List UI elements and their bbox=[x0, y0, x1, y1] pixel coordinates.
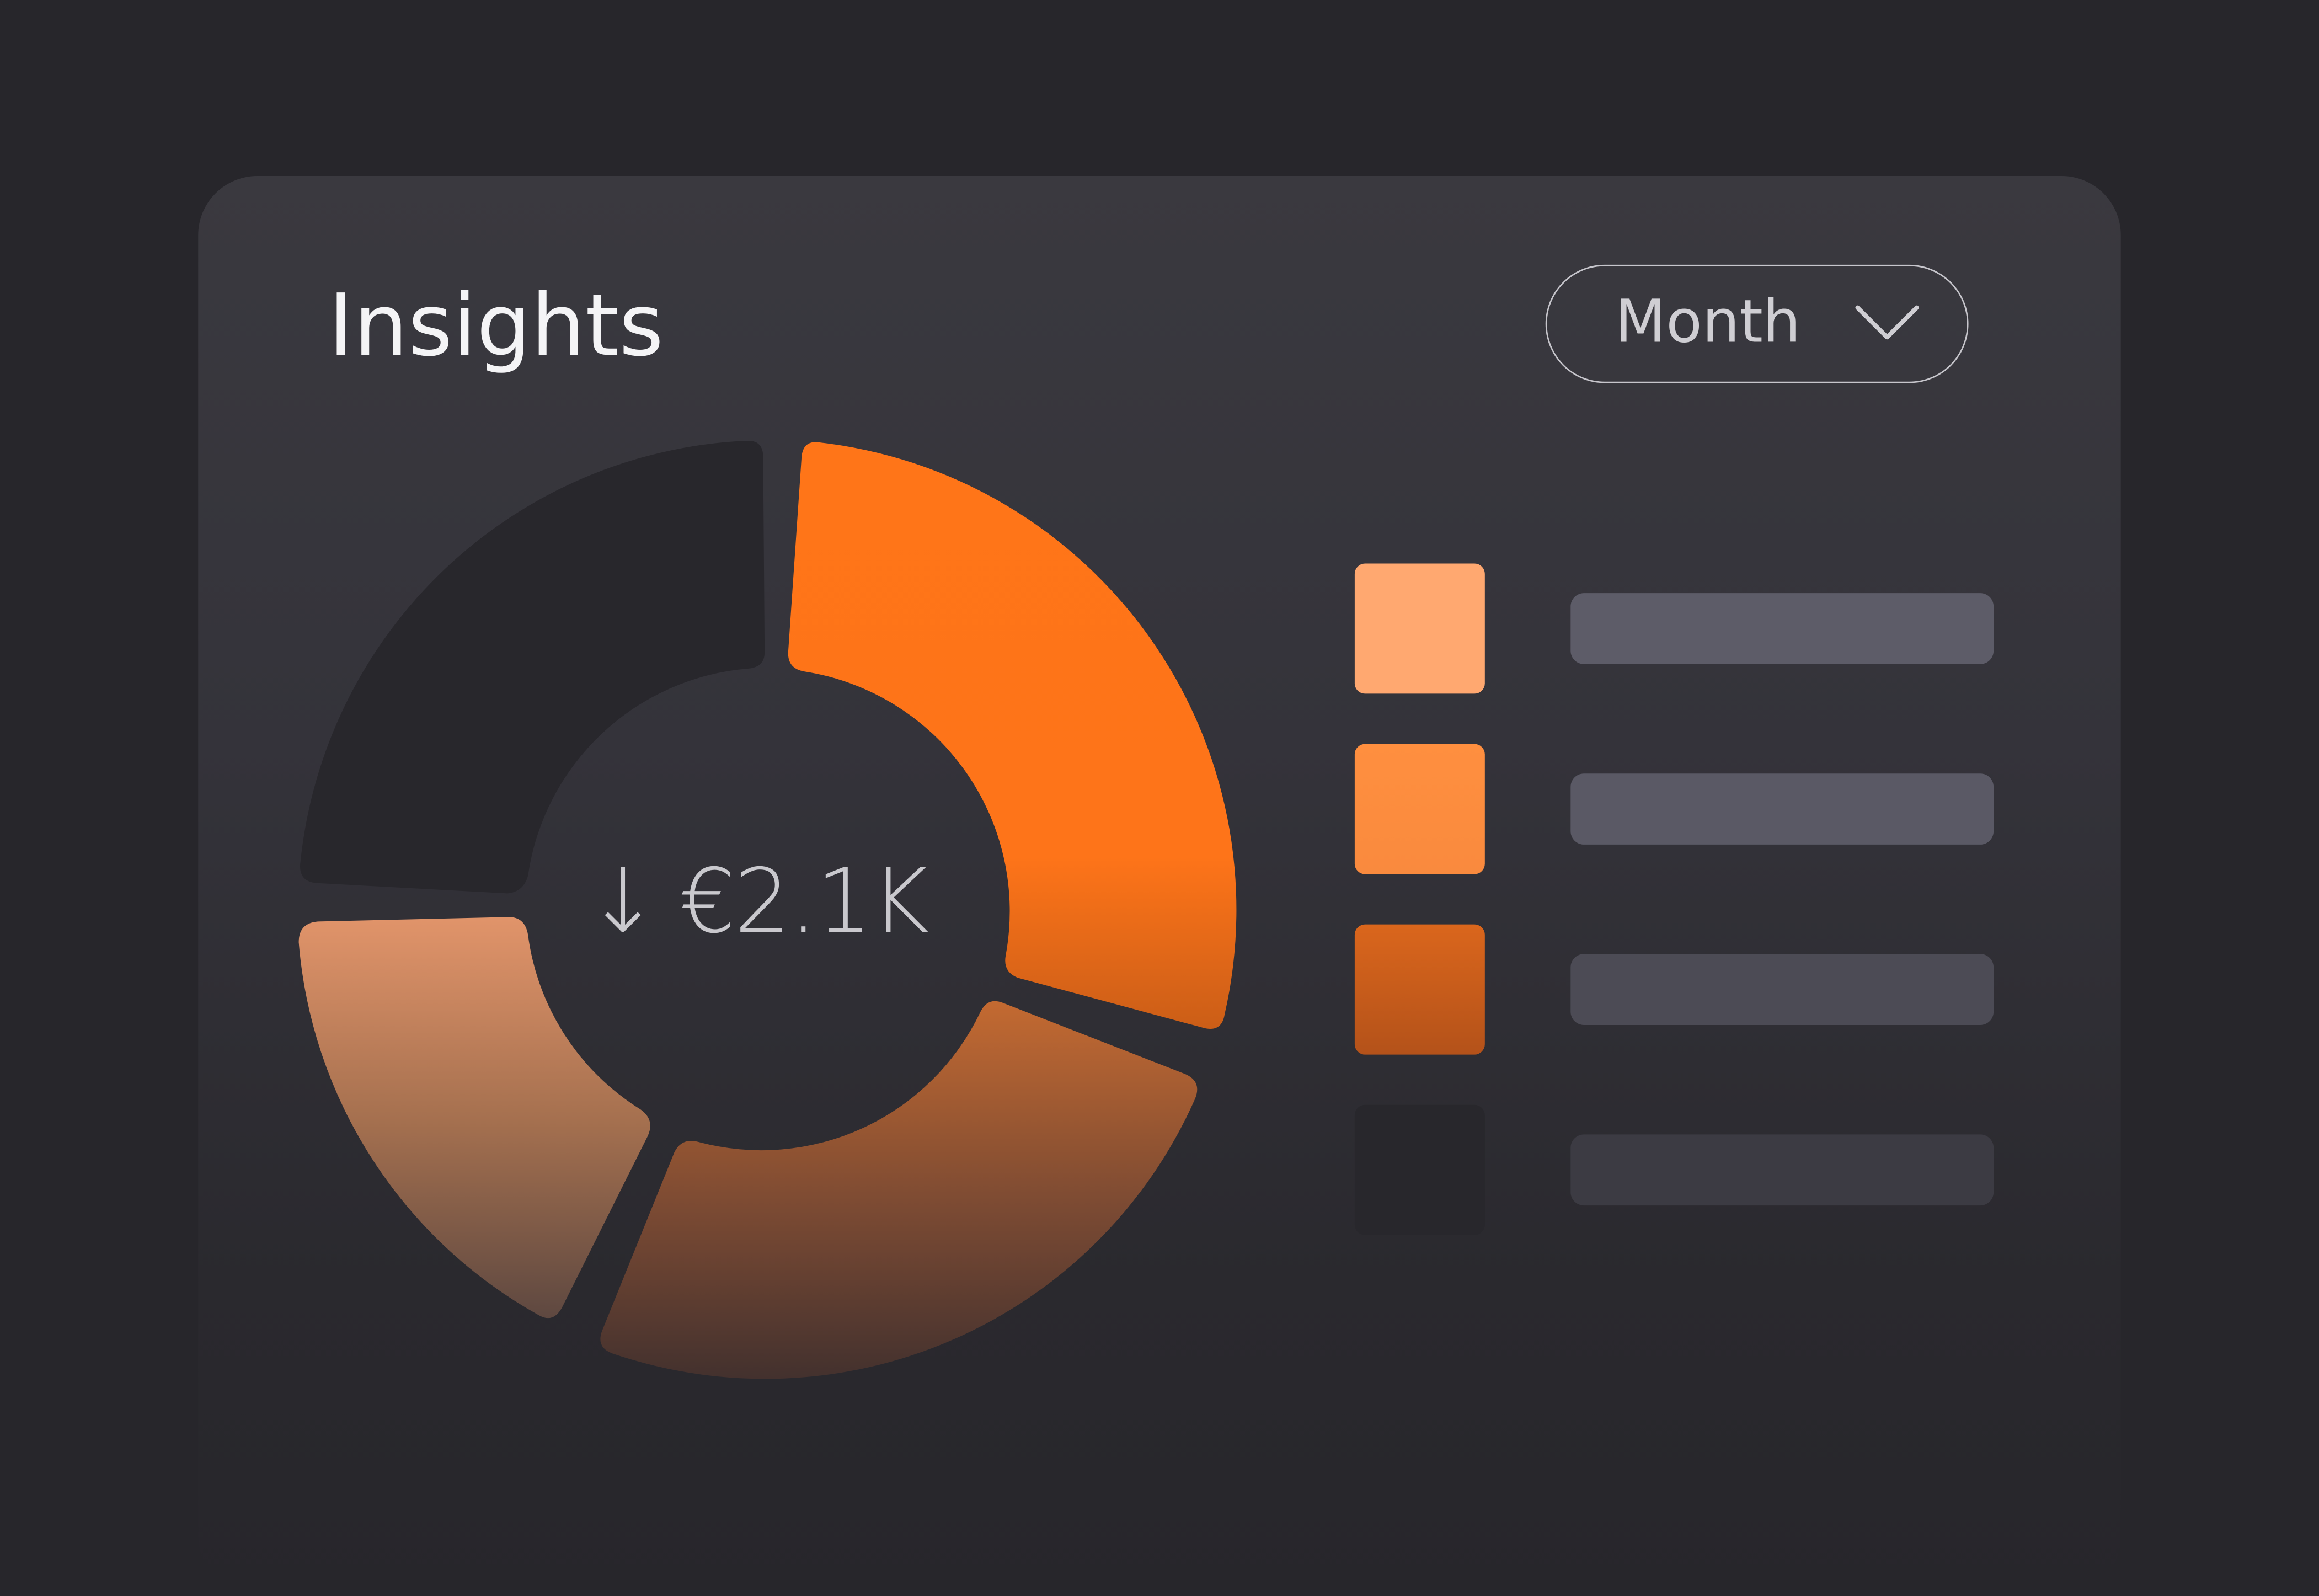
legend-swatch-4 bbox=[1354, 1104, 1485, 1235]
legend-swatch-2 bbox=[1354, 744, 1485, 874]
legend-label-placeholder-1 bbox=[1570, 593, 1994, 664]
donut-segment-dark[interactable] bbox=[300, 440, 765, 894]
legend-label-placeholder-2 bbox=[1570, 773, 1994, 845]
period-dropdown[interactable]: Month bbox=[1545, 264, 1969, 383]
chevron-down-icon bbox=[1855, 305, 1919, 340]
donut-segment-brown[interactable] bbox=[600, 1001, 1198, 1379]
legend-swatch-1 bbox=[1354, 563, 1485, 694]
page-title: Insights bbox=[328, 275, 664, 376]
arrow-down-icon: ↓ bbox=[585, 850, 660, 954]
legend-swatch-3 bbox=[1354, 924, 1485, 1055]
legend-label-placeholder-4 bbox=[1570, 1134, 1994, 1206]
donut-segment-orange[interactable] bbox=[788, 442, 1237, 1029]
scene: Insights Month bbox=[198, 176, 2121, 1596]
period-dropdown-label: Month bbox=[1615, 288, 1800, 357]
total-amount: €2.1K bbox=[679, 850, 929, 954]
donut-chart bbox=[298, 440, 1237, 1379]
legend-label-placeholder-3 bbox=[1570, 954, 1994, 1026]
donut-segment-tan[interactable] bbox=[298, 917, 650, 1319]
total-value: ↓ €2.1K bbox=[585, 846, 929, 959]
